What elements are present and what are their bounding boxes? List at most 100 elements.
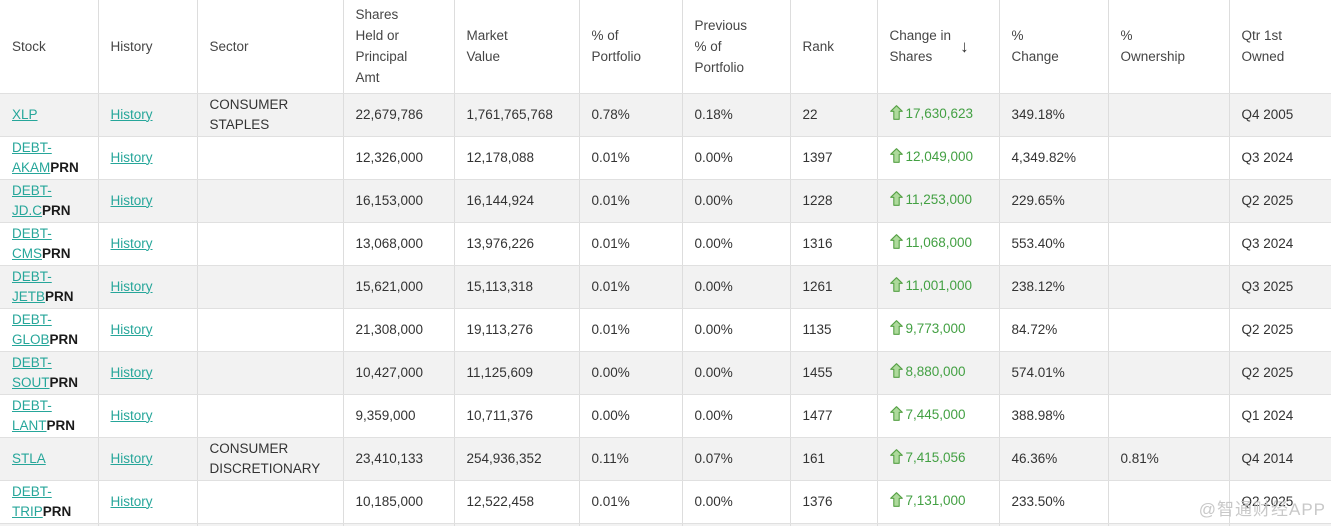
- cell-stock: DEBT-GLOBPRN: [0, 308, 99, 352]
- history-link[interactable]: History: [110, 106, 153, 122]
- cell-pct-ownership: [1108, 308, 1230, 352]
- stock-link[interactable]: DEBT-GLOB: [12, 311, 52, 347]
- cell-pct-change: 84.72%: [999, 308, 1109, 352]
- cell-prev-pct-of-portfolio: 0.00%: [682, 394, 791, 438]
- history-link[interactable]: History: [110, 278, 153, 294]
- stock-suffix: PRN: [42, 202, 71, 218]
- cell-shares-held: 9,359,000: [343, 394, 455, 438]
- increase-arrow-icon: [889, 276, 903, 298]
- cell-stock: DEBT-JD.CPRN: [0, 179, 99, 223]
- cell-pct-ownership: [1108, 480, 1230, 524]
- cell-rank: 1397: [790, 136, 878, 180]
- column-header-label: Stock: [12, 38, 46, 54]
- cell-pct-of-portfolio: 0.00%: [579, 351, 683, 395]
- column-header-rank[interactable]: Rank: [790, 0, 878, 94]
- column-header-pct-ownership[interactable]: % Ownership: [1108, 0, 1230, 94]
- cell-sector: [197, 308, 344, 352]
- cell-prev-pct-of-portfolio: 0.00%: [682, 136, 791, 180]
- column-header-prev-pct-of-portfolio[interactable]: Previous % of Portfolio: [682, 0, 791, 94]
- table-row: STLA History CONSUMER DISCRETIONARY 23,4…: [0, 437, 1331, 481]
- column-header-stock[interactable]: Stock: [0, 0, 99, 94]
- history-link[interactable]: History: [110, 149, 153, 165]
- stock-link[interactable]: DEBT-SOUT: [12, 354, 52, 390]
- cell-pct-of-portfolio: 0.00%: [579, 394, 683, 438]
- history-link[interactable]: History: [110, 407, 153, 423]
- cell-qtr-first-owned: Q3 2024: [1229, 222, 1331, 266]
- cell-change-in-shares: 11,068,000: [877, 222, 1000, 266]
- sort-descending-icon[interactable]: ↓: [960, 36, 969, 56]
- history-link[interactable]: History: [110, 364, 153, 380]
- column-header-market-value[interactable]: Market Value: [454, 0, 580, 94]
- table-row: DEBT-GLOBPRN History 21,308,000 19,113,2…: [0, 308, 1331, 352]
- cell-sector: [197, 179, 344, 223]
- change-in-shares-value: 9,773,000: [905, 320, 966, 336]
- column-header-qtr-first-owned[interactable]: Qtr 1st Owned: [1229, 0, 1331, 94]
- cell-market-value: 15,113,318: [454, 265, 580, 309]
- cell-history: History: [98, 93, 198, 137]
- stock-link[interactable]: DEBT-JD.C: [12, 182, 52, 218]
- column-header-sector[interactable]: Sector: [197, 0, 344, 94]
- table-row: XLP History CONSUMER STAPLES 22,679,786 …: [0, 93, 1331, 137]
- change-in-shares-value: 7,131,000: [905, 492, 966, 508]
- cell-prev-pct-of-portfolio: 0.00%: [682, 222, 791, 266]
- cell-sector: [197, 222, 344, 266]
- cell-shares-held: 12,326,000: [343, 136, 455, 180]
- cell-qtr-first-owned: Q4 2014: [1229, 437, 1331, 481]
- stock-link[interactable]: DEBT-JETB: [12, 268, 52, 304]
- cell-history: History: [98, 437, 198, 481]
- increase-arrow-icon: [889, 405, 903, 427]
- column-header-shares-held[interactable]: Shares Held or Principal Amt: [343, 0, 455, 94]
- column-header-pct-change[interactable]: % Change: [999, 0, 1109, 94]
- increase-arrow-icon: [889, 362, 903, 384]
- column-header-label: Market Value: [466, 28, 508, 65]
- cell-change-in-shares: 7,131,000: [877, 480, 1000, 524]
- cell-pct-change: 233.50%: [999, 480, 1109, 524]
- column-header-pct-of-portfolio[interactable]: % of Portfolio: [579, 0, 683, 94]
- cell-pct-of-portfolio: 0.01%: [579, 308, 683, 352]
- cell-pct-ownership: [1108, 179, 1230, 223]
- stock-link[interactable]: DEBT-AKAM: [12, 139, 52, 175]
- cell-change-in-shares: 11,001,000: [877, 265, 1000, 309]
- history-link[interactable]: History: [110, 321, 153, 337]
- header-row: Stock History Sector Shares Held or Prin…: [0, 0, 1331, 94]
- cell-shares-held: 23,410,133: [343, 437, 455, 481]
- change-in-shares-value: 11,068,000: [905, 234, 973, 250]
- cell-qtr-first-owned: Q4 2005: [1229, 93, 1331, 137]
- cell-sector: [197, 136, 344, 180]
- cell-pct-of-portfolio: 0.01%: [579, 265, 683, 309]
- history-link[interactable]: History: [110, 192, 153, 208]
- cell-qtr-first-owned: Q3 2024: [1229, 136, 1331, 180]
- cell-rank: 1135: [790, 308, 878, 352]
- table-row: DEBT-TRIPPRN History 10,185,000 12,522,4…: [0, 480, 1331, 524]
- cell-history: History: [98, 308, 198, 352]
- stock-link[interactable]: XLP: [12, 106, 38, 122]
- cell-qtr-first-owned: Q3 2025: [1229, 265, 1331, 309]
- cell-history: History: [98, 222, 198, 266]
- column-header-change-in-shares[interactable]: Change in Shares ↓: [877, 0, 1000, 94]
- column-header-history[interactable]: History: [98, 0, 198, 94]
- stock-link[interactable]: DEBT-TRIP: [12, 483, 52, 519]
- cell-change-in-shares: 7,445,000: [877, 394, 1000, 438]
- stock-link[interactable]: DEBT-CMS: [12, 225, 52, 261]
- change-in-shares-value: 17,630,623: [905, 105, 974, 121]
- cell-pct-change: 349.18%: [999, 93, 1109, 137]
- history-link[interactable]: History: [110, 493, 153, 509]
- history-link[interactable]: History: [110, 235, 153, 251]
- cell-pct-ownership: [1108, 222, 1230, 266]
- increase-arrow-icon: [889, 104, 903, 126]
- change-in-shares-value: 7,415,056: [905, 449, 966, 465]
- cell-market-value: 11,125,609: [454, 351, 580, 395]
- cell-rank: 1477: [790, 394, 878, 438]
- cell-change-in-shares: 9,773,000: [877, 308, 1000, 352]
- stock-link[interactable]: STLA: [12, 450, 46, 466]
- table-body: XLP History CONSUMER STAPLES 22,679,786 …: [0, 93, 1331, 526]
- cell-change-in-shares: 7,415,056: [877, 437, 1000, 481]
- history-link[interactable]: History: [110, 450, 153, 466]
- stock-link[interactable]: DEBT-LANT: [12, 397, 52, 433]
- cell-pct-of-portfolio: 0.01%: [579, 222, 683, 266]
- cell-prev-pct-of-portfolio: 0.18%: [682, 93, 791, 137]
- cell-shares-held: 22,679,786: [343, 93, 455, 137]
- cell-prev-pct-of-portfolio: 0.00%: [682, 351, 791, 395]
- cell-change-in-shares: 17,630,623: [877, 93, 1000, 137]
